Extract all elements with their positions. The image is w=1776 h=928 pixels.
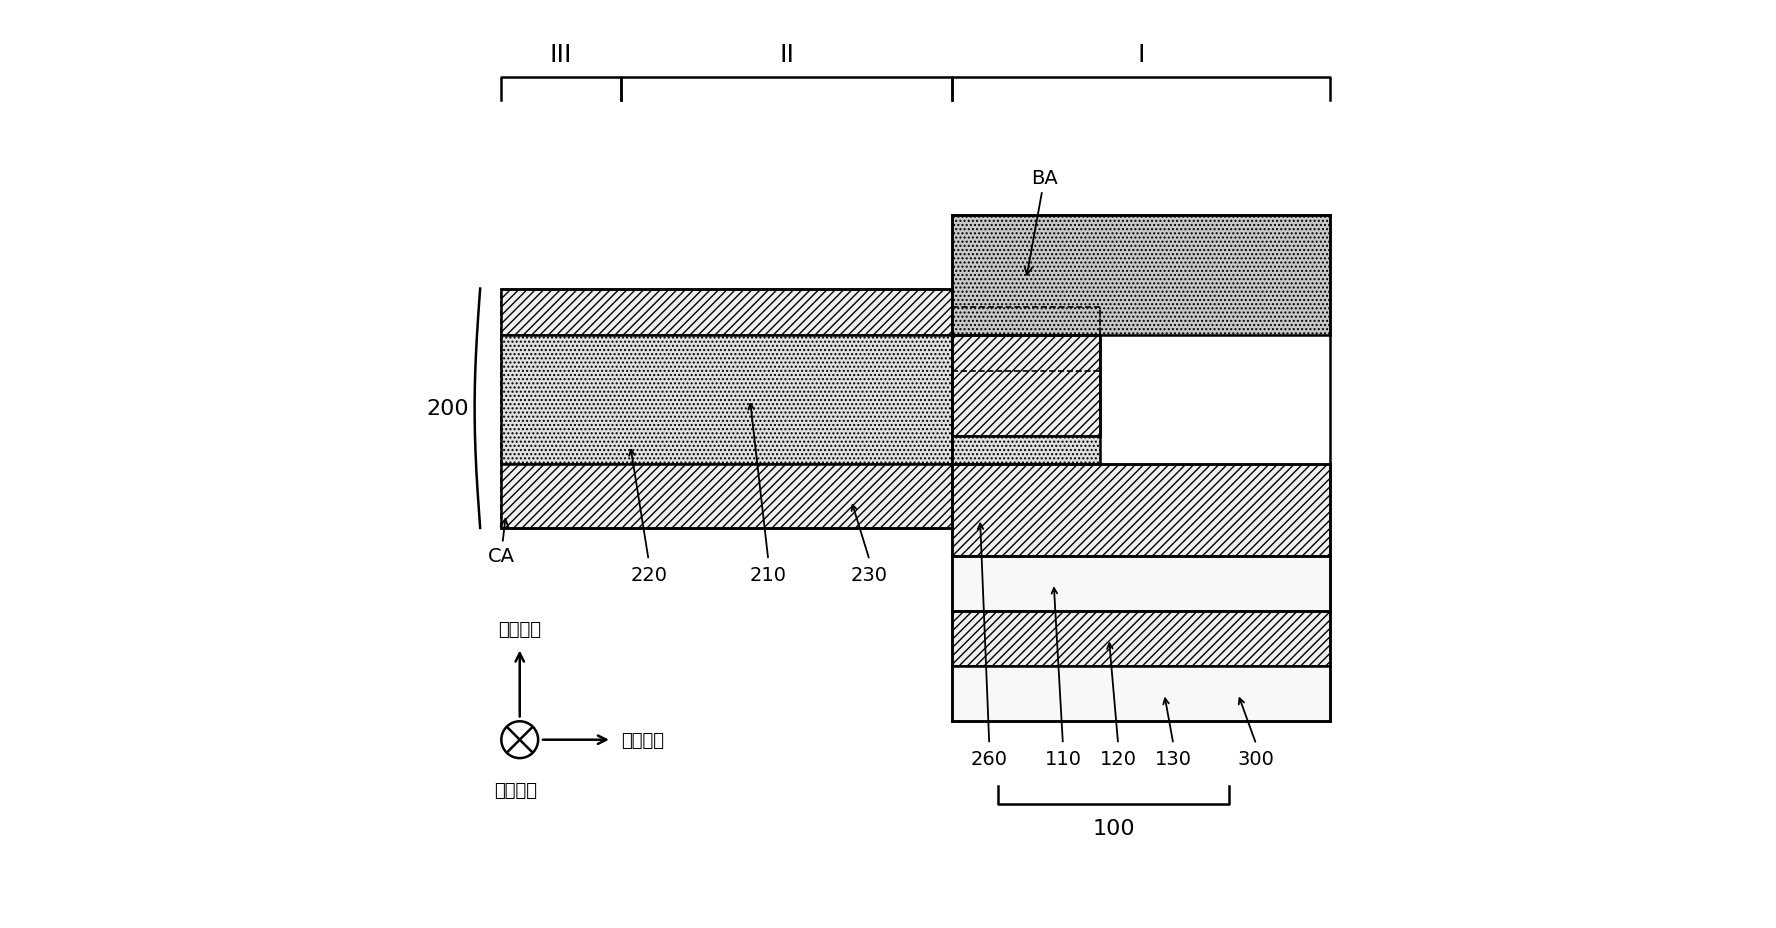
Bar xyxy=(952,215,1330,335)
Text: BA: BA xyxy=(1025,169,1058,276)
Text: 210: 210 xyxy=(749,565,787,584)
Text: II: II xyxy=(780,43,794,67)
Text: 120: 120 xyxy=(1099,749,1137,768)
Text: 300: 300 xyxy=(1238,749,1275,768)
Text: I: I xyxy=(1137,43,1146,67)
Text: 260: 260 xyxy=(971,749,1007,768)
Bar xyxy=(952,335,1099,436)
Bar xyxy=(952,556,1330,612)
Text: CA: CA xyxy=(487,520,515,566)
Text: 200: 200 xyxy=(426,399,469,419)
Text: 第三方向: 第三方向 xyxy=(499,621,542,638)
Bar xyxy=(501,464,952,528)
Bar xyxy=(952,436,1099,464)
Text: 100: 100 xyxy=(1092,818,1135,838)
Bar xyxy=(952,612,1330,666)
Bar xyxy=(501,335,952,464)
Text: 第一方向: 第一方向 xyxy=(622,731,664,749)
Bar xyxy=(952,666,1330,721)
Text: 220: 220 xyxy=(630,565,668,584)
Text: III: III xyxy=(551,43,572,67)
Text: 130: 130 xyxy=(1154,749,1192,768)
Text: 第二方向: 第二方向 xyxy=(494,781,536,799)
Bar xyxy=(501,290,952,335)
Text: 230: 230 xyxy=(851,565,888,584)
Bar xyxy=(952,464,1330,556)
Text: 110: 110 xyxy=(1044,749,1082,768)
